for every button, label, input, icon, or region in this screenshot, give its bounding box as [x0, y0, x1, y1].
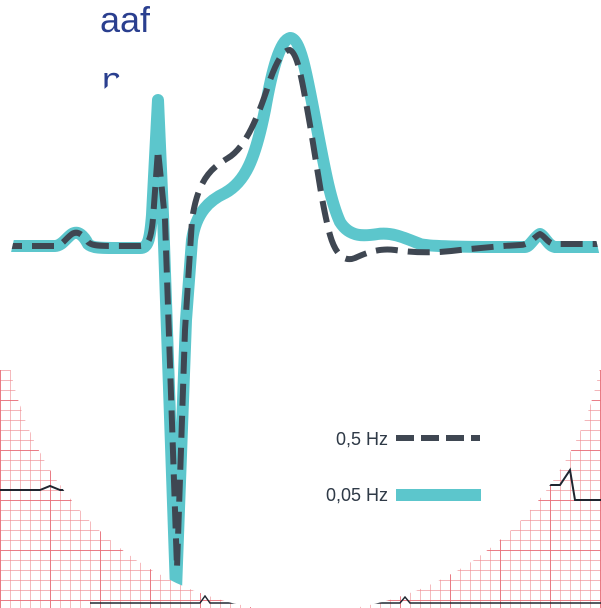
magnified-view — [5, 32, 601, 596]
intro-text-line-1: aaf — [99, 0, 150, 40]
legend-label-05-hz: 0,5 Hz — [336, 429, 388, 449]
legend-label-005-hz: 0,05 Hz — [326, 485, 388, 505]
series-line-05-hz — [5, 47, 601, 571]
magnifier-circle — [5, 12, 601, 608]
chart-legend: 0,5 Hz 0,05 Hz — [326, 429, 481, 505]
